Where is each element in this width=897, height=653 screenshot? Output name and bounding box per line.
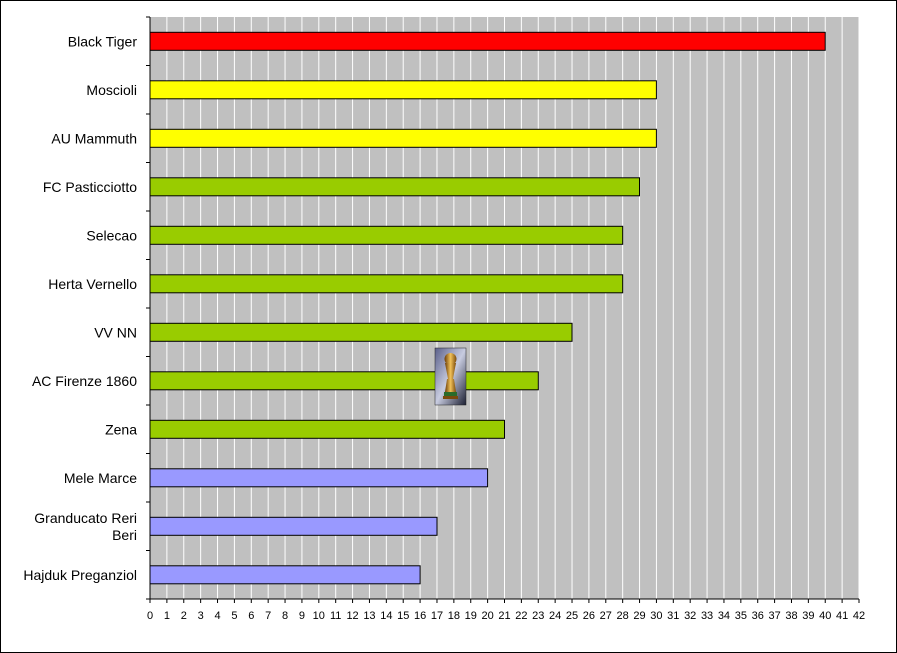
- x-tick-label: 21: [498, 610, 510, 622]
- x-tick-label: 5: [231, 610, 237, 622]
- x-tick-label: 7: [265, 610, 271, 622]
- x-tick-label: 2: [181, 610, 187, 622]
- x-tick-label: 41: [836, 610, 848, 622]
- bar: [149, 516, 438, 536]
- category-label: AC Firenze 1860: [32, 373, 137, 389]
- x-tick-label: 13: [363, 610, 375, 622]
- category-label: Selecao: [86, 227, 137, 243]
- x-tick-label: 38: [785, 610, 797, 622]
- x-tick-label: 27: [600, 610, 612, 622]
- x-tick-label: 26: [583, 610, 595, 622]
- x-tick-label: 3: [198, 610, 204, 622]
- category-label: Granducato Reri Beri: [34, 510, 137, 543]
- x-tick-label: 34: [718, 610, 730, 622]
- category-label: AU Mammuth: [51, 130, 137, 146]
- x-tick-label: 33: [701, 610, 713, 622]
- x-tick-label: 18: [448, 610, 460, 622]
- x-tick-label: 11: [330, 610, 341, 622]
- bar: [149, 322, 573, 342]
- x-tick-label: 31: [667, 610, 679, 622]
- bar: [149, 80, 657, 100]
- x-tick-label: 10: [313, 610, 325, 622]
- bar: [149, 274, 624, 294]
- x-tick-label: 42: [853, 610, 865, 622]
- x-tick-label: 36: [752, 610, 764, 622]
- gridlines: [166, 17, 860, 599]
- x-tick-labels: 0 1 2 3 4 5 6 7 8 9 10 11 12 13 14 15 16 17 18 19 20 21 22 23 24…: [147, 610, 865, 622]
- x-tick-label: 30: [650, 610, 662, 622]
- axes: [146, 16, 860, 603]
- x-tick-label: 6: [248, 610, 254, 622]
- category-label: Moscioli: [86, 82, 137, 98]
- x-tick-label: 32: [684, 610, 696, 622]
- x-tick-label: 39: [802, 610, 814, 622]
- bar: [149, 565, 421, 585]
- category-label: Zena: [105, 421, 137, 437]
- x-tick-label: 24: [549, 610, 561, 622]
- bar: [149, 225, 624, 245]
- trophy-icon: [434, 347, 467, 406]
- category-label: Herta Vernello: [48, 276, 137, 292]
- category-labels: Black Tiger Moscioli AU Mammuth FC Pasticci…: [23, 33, 138, 583]
- x-tick-label: 35: [735, 610, 747, 622]
- x-tick-label: 4: [214, 610, 220, 622]
- category-label: FC Pasticciotto: [43, 179, 137, 195]
- bar: [149, 419, 505, 439]
- x-tick-label: 16: [414, 610, 426, 622]
- x-tick-label: 20: [481, 610, 493, 622]
- x-tick-label: 12: [346, 610, 358, 622]
- x-tick-label: 19: [465, 610, 477, 622]
- x-tick-label: 15: [397, 610, 409, 622]
- x-tick-label: 37: [768, 610, 780, 622]
- category-label: Hajduk Preganziol: [23, 567, 137, 583]
- x-tick-label: 40: [819, 610, 831, 622]
- x-tick-label: 17: [431, 610, 443, 622]
- x-tick-label: 28: [617, 610, 629, 622]
- category-label: Black Tiger: [68, 33, 138, 49]
- x-tick-label: 25: [566, 610, 578, 622]
- bar: [149, 468, 489, 488]
- x-tick-label: 14: [380, 610, 392, 622]
- x-tick-label: 22: [515, 610, 527, 622]
- bar: [149, 371, 539, 391]
- x-tick-label: 29: [633, 610, 645, 622]
- x-tick-label: 9: [299, 610, 305, 622]
- bar: [149, 31, 826, 51]
- bar: [149, 128, 657, 148]
- x-tick-label: 23: [532, 610, 544, 622]
- x-tick-label: 0: [147, 610, 153, 622]
- x-tick-label: 1: [164, 610, 170, 622]
- x-tick-label: 8: [282, 610, 288, 622]
- category-label: VV NN: [94, 324, 137, 340]
- bar: [149, 177, 640, 197]
- bars: [149, 31, 826, 585]
- category-label: Mele Marce: [64, 470, 137, 486]
